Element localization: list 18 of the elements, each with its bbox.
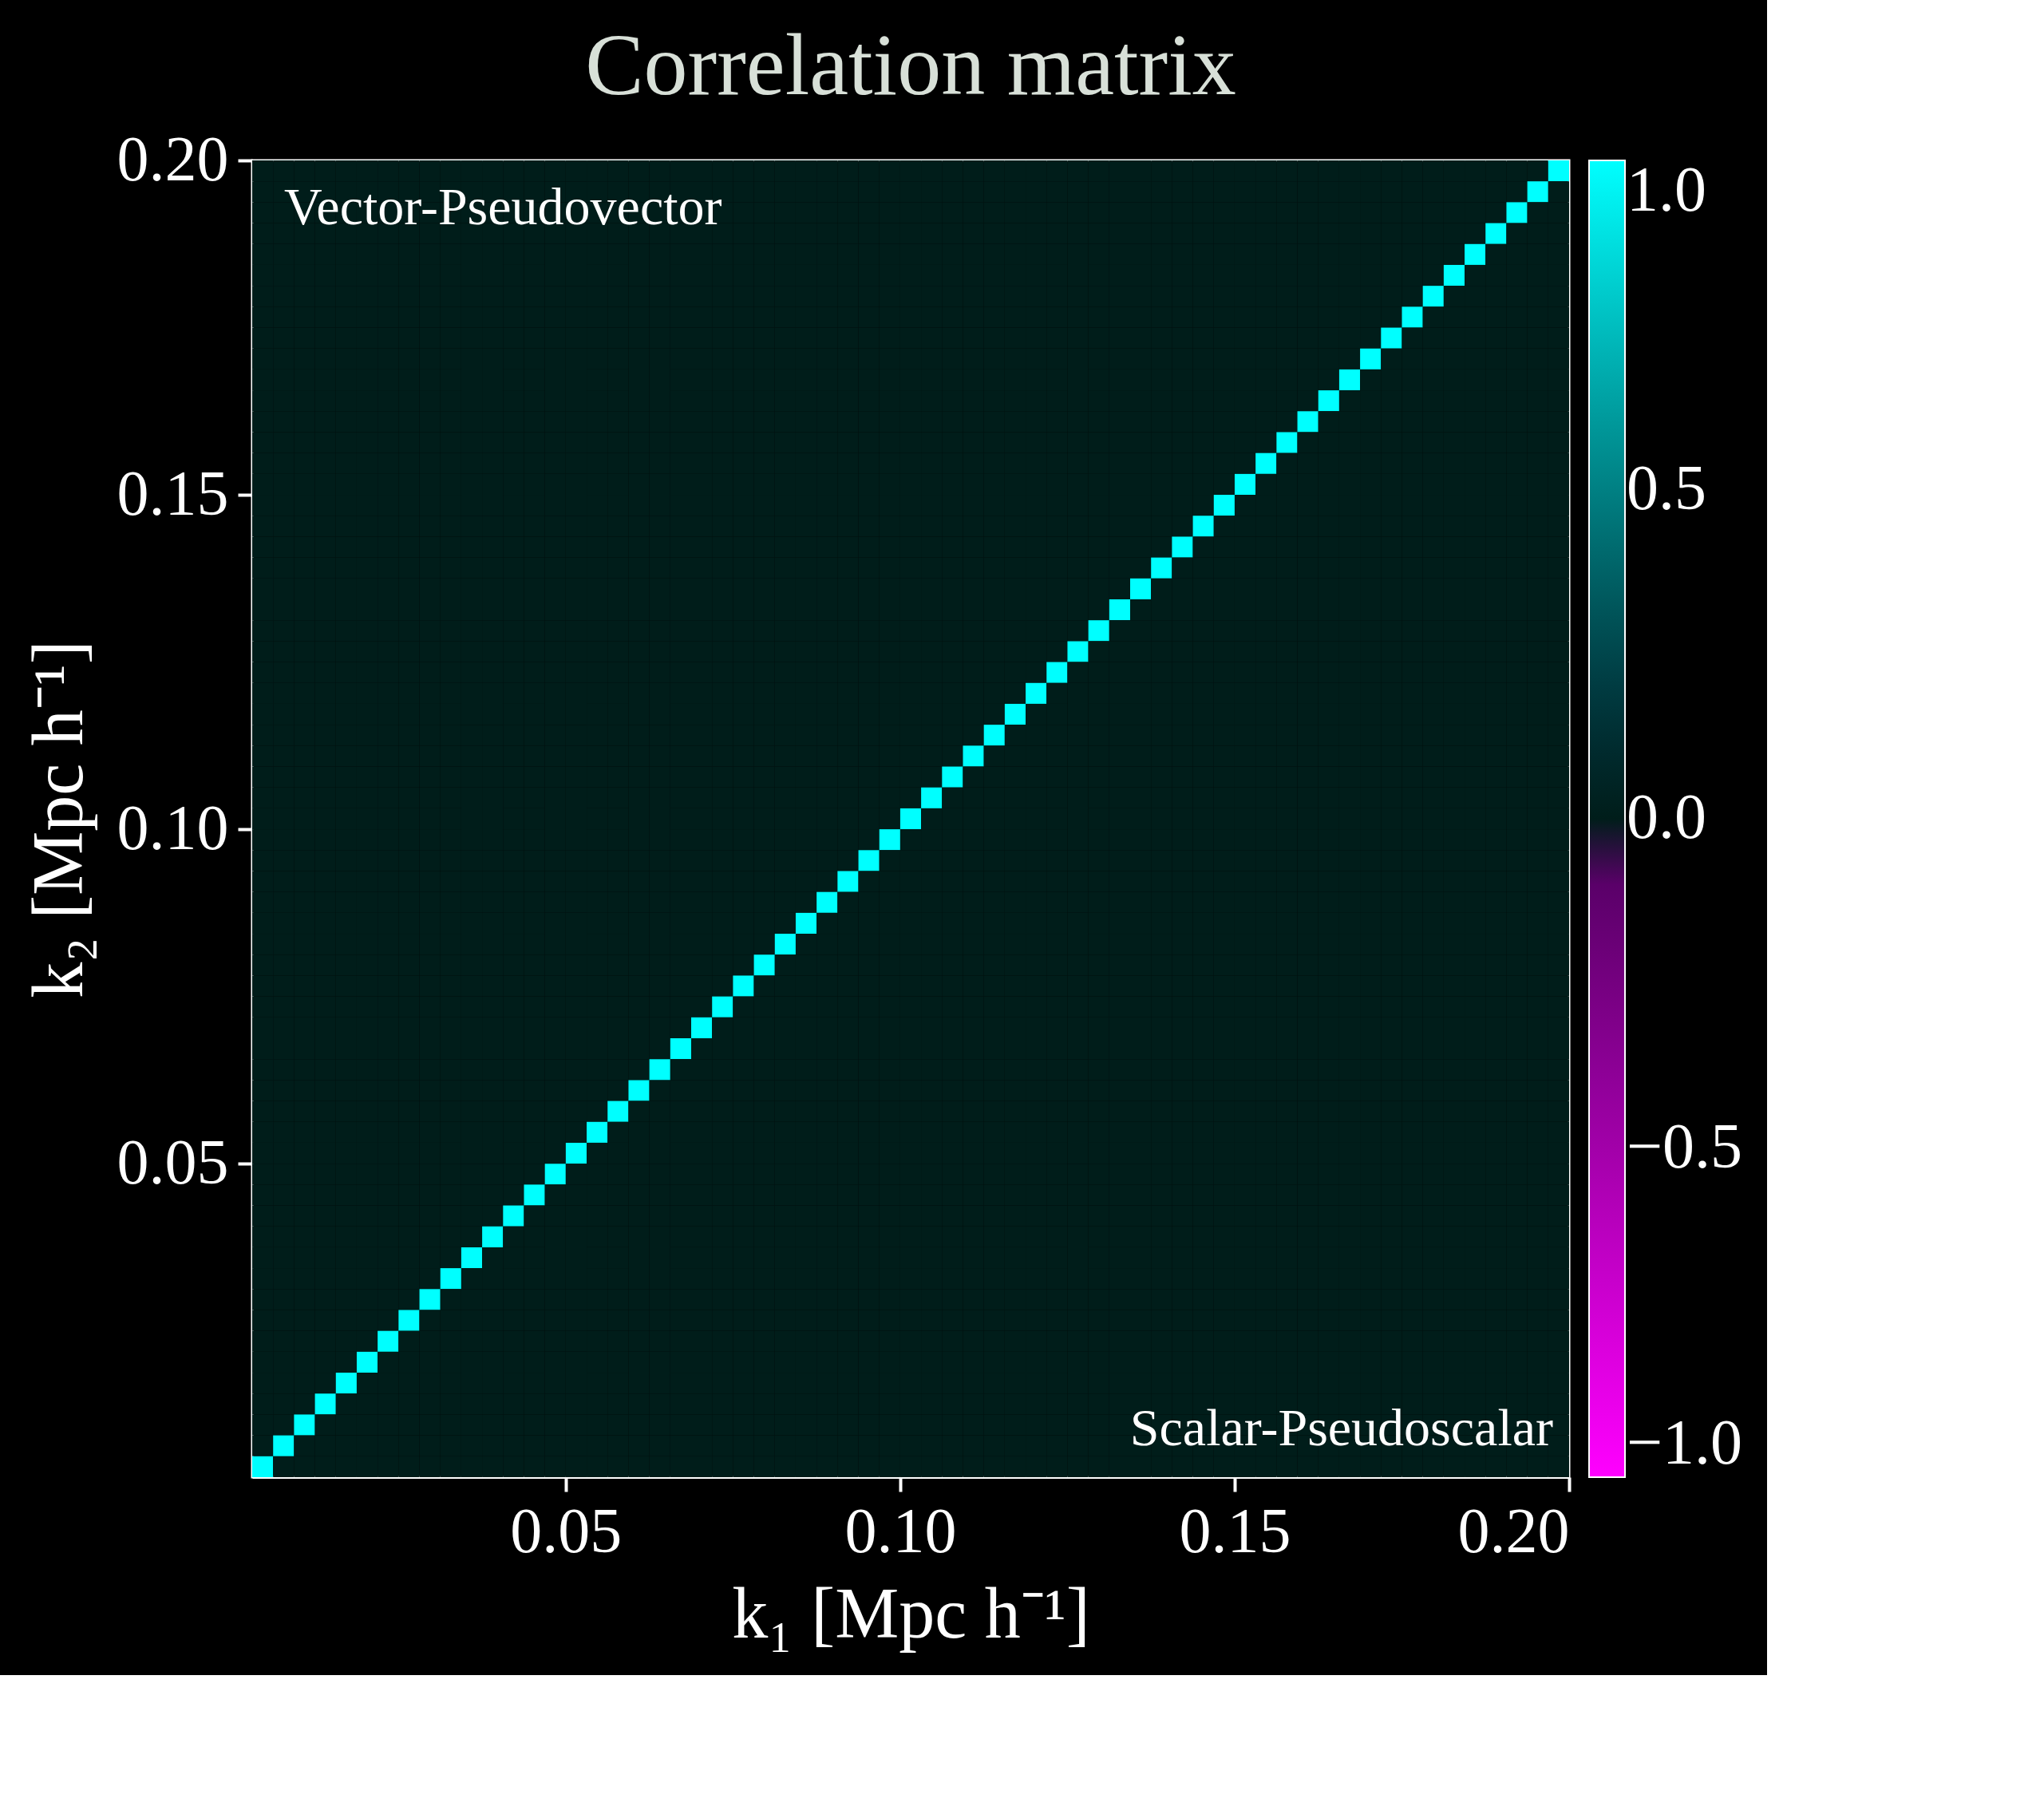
annotation: Vector-Pseudovector xyxy=(284,177,722,235)
y-tick-label: 0.10 xyxy=(117,792,229,863)
x-tick-label: 0.10 xyxy=(844,1495,957,1566)
y-tick-label: 0.15 xyxy=(117,457,229,528)
color-bar-label: −0.5 xyxy=(1627,1110,1743,1181)
color-bar-label: 0.0 xyxy=(1627,781,1706,852)
x-tick-label: 0.15 xyxy=(1179,1495,1291,1566)
y-axis-title: k₂ [Mpc h⁻¹] xyxy=(18,640,97,998)
x-tick-label: 0.20 xyxy=(1457,1495,1570,1566)
chart-title: Correlation matrix xyxy=(585,16,1236,113)
annotation: Scalar-Pseudoscalar xyxy=(1129,1398,1554,1456)
x-tick-label: 0.05 xyxy=(510,1495,623,1566)
color-bar-label: −1.0 xyxy=(1627,1407,1743,1477)
y-tick-label: 0.05 xyxy=(117,1126,229,1197)
color-bar-label: 0.5 xyxy=(1627,452,1706,523)
y-tick-label: 0.20 xyxy=(117,123,229,194)
color-bar-label: 1.0 xyxy=(1627,154,1706,224)
x-axis-title: k₁ [Mpc h⁻¹] xyxy=(732,1573,1090,1653)
